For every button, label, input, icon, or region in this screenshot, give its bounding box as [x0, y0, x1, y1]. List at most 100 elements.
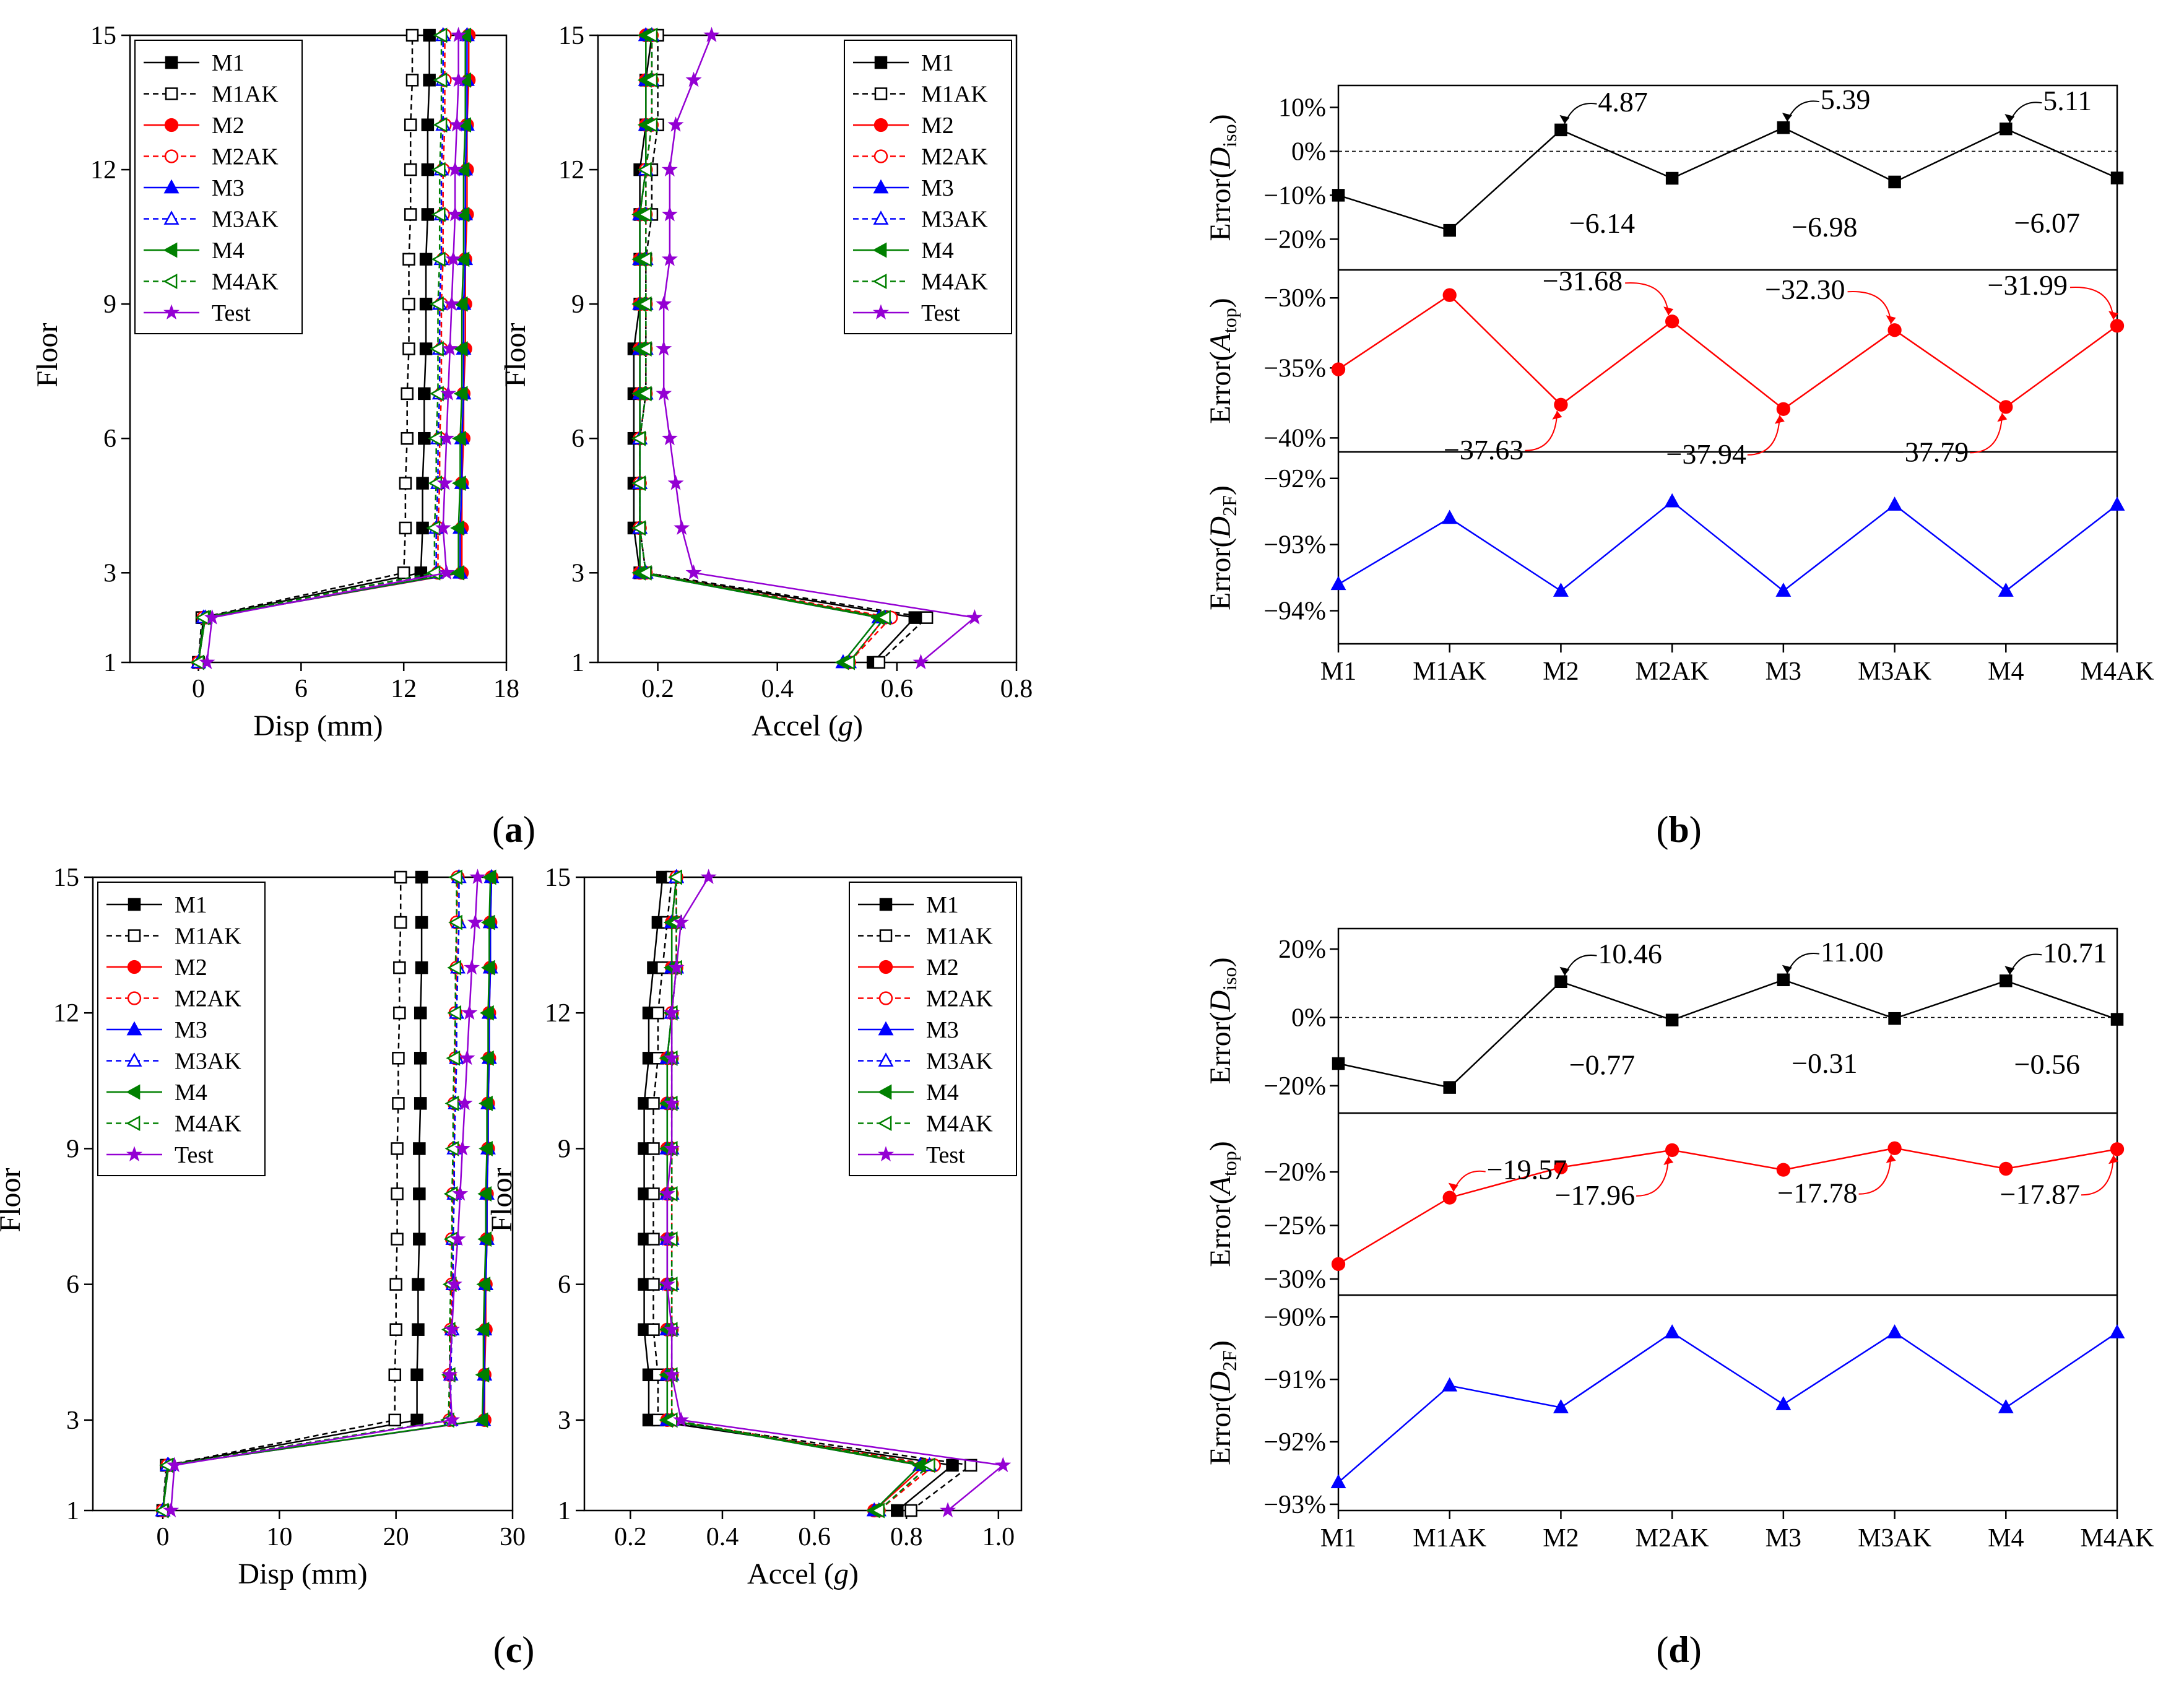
y-axis-label: Error(Atop): [1204, 298, 1241, 423]
legend-marker-m4ak: [872, 274, 887, 289]
point-test: [940, 1502, 956, 1518]
legend-marker-m2ak: [873, 149, 888, 163]
error-point: [1443, 223, 1456, 237]
plot-frame: [583, 876, 1023, 1512]
y-tick-label: 1: [66, 1497, 79, 1525]
error-point: [1331, 362, 1346, 376]
y-axis-label: Error(Diso): [1204, 957, 1241, 1084]
point-m1ak: [904, 1504, 917, 1517]
legend-marker-m2ak: [127, 991, 142, 1005]
legend-marker-m1ak: [165, 87, 178, 100]
annotation-label: −19.57: [1487, 1154, 1567, 1186]
error-point: [2109, 496, 2125, 511]
y-axis-label-part: Error(: [1204, 168, 1237, 241]
x-tick-label: M1: [1320, 657, 1356, 686]
point-m4ak: [448, 869, 462, 885]
panel-label-paren: (: [492, 809, 505, 850]
x-tick-label: 18: [493, 675, 519, 703]
annotation-label: −37.63: [1444, 434, 1523, 466]
y-tick-label: −93%: [1263, 1491, 1326, 1519]
x-tick-label: 0.2: [641, 675, 674, 703]
y-axis-label: Error(D2F): [1204, 1340, 1241, 1465]
point-test: [444, 1411, 461, 1427]
y-tick-label: −92%: [1263, 1428, 1326, 1457]
point-m1ak: [402, 297, 415, 311]
y-tick-label: −30%: [1263, 1265, 1326, 1294]
point-m1ak: [647, 1097, 660, 1110]
point-m1ak: [391, 1142, 404, 1155]
x-tick-label: 0.6: [881, 675, 914, 703]
legend-marker-m4ak: [163, 274, 178, 289]
point-m4ak: [447, 960, 462, 976]
legend-marker-m4ak: [877, 1116, 892, 1131]
point-test: [441, 1366, 458, 1382]
y-tick-label: 15: [53, 864, 79, 892]
legend-label-m3ak: M3AK: [212, 207, 279, 233]
y-axis-label: Floor: [485, 1168, 518, 1232]
error-point: [1775, 583, 1792, 597]
point-m4ak: [637, 386, 652, 402]
x-tick-label: M2: [1543, 657, 1579, 686]
point-test: [441, 340, 458, 356]
y-axis-label-part: Error(: [1204, 1194, 1237, 1267]
y-tick-label: 12: [545, 999, 571, 1028]
y-tick-label: 1: [558, 1497, 571, 1525]
legend-label-test: Test: [175, 1142, 214, 1168]
y-axis-label-part: Error(: [1204, 538, 1237, 610]
point-m4ak: [637, 162, 652, 178]
x-tick-label: 0: [192, 675, 205, 703]
point-test: [440, 385, 457, 401]
x-tick-label: M4AK: [2080, 1524, 2154, 1553]
y-tick-label: −10%: [1263, 181, 1326, 210]
point-m1ak: [647, 1233, 660, 1246]
point-test: [667, 116, 684, 132]
x-tick-label: M3: [1766, 1524, 1801, 1553]
error-point: [1888, 175, 1901, 189]
y-axis-label-var: D: [1204, 1371, 1237, 1394]
legend-label-m3ak: M3AK: [175, 1049, 241, 1075]
annotation-arrowhead: [1559, 115, 1570, 124]
y-axis-label-part: ): [1204, 1141, 1237, 1151]
legend-marker-test: [872, 304, 890, 320]
plot-frame: [1337, 927, 2118, 1512]
x-tick-label: 10: [266, 1523, 292, 1551]
error-point: [1554, 397, 1568, 412]
legend-marker-test: [163, 304, 180, 320]
point-m1ak: [401, 387, 414, 401]
legend-label-m3: M3: [212, 175, 245, 201]
legend-marker-test: [126, 1146, 143, 1161]
error-point: [1998, 1399, 2014, 1413]
plot-frame: [92, 876, 514, 1512]
point-test: [703, 27, 720, 42]
y-tick-label: −20%: [1263, 1158, 1326, 1187]
y-tick-label: −30%: [1263, 284, 1326, 313]
legend-label-test: Test: [212, 300, 251, 326]
error-point: [1554, 123, 1567, 137]
y-tick-label: 9: [571, 290, 584, 319]
x-axis-label-unit: g: [834, 1558, 849, 1590]
legend-label-m1ak: M1AK: [921, 82, 988, 108]
y-tick-label: 12: [53, 999, 79, 1028]
point-m1ak: [404, 163, 417, 176]
annotation-label: −6.98: [1792, 211, 1857, 243]
legend-label-m3: M3: [175, 1017, 207, 1043]
point-m4: [453, 386, 468, 402]
annotation-label: 10.71: [2043, 937, 2107, 968]
error-point: [2110, 1013, 2124, 1026]
annotation-arrow: [2069, 287, 2114, 320]
annotation-label: −32.30: [1765, 274, 1845, 305]
point-m1ak: [389, 1278, 402, 1291]
point-m1ak: [391, 1233, 404, 1246]
legend-marker-m3ak: [873, 210, 889, 225]
point-test: [912, 654, 929, 669]
x-tick-label: 0.2: [614, 1523, 647, 1551]
annotation-label: −31.99: [1988, 269, 2068, 301]
point-test: [438, 430, 455, 446]
point-test: [450, 27, 467, 42]
panel-label-letter: c: [506, 1629, 522, 1670]
point-test: [199, 654, 215, 669]
annotation-label: −0.31: [1792, 1047, 1857, 1079]
x-tick-label: 30: [500, 1523, 526, 1551]
error-point: [2000, 974, 2013, 987]
x-axis-label-part: Accel (: [752, 709, 838, 742]
